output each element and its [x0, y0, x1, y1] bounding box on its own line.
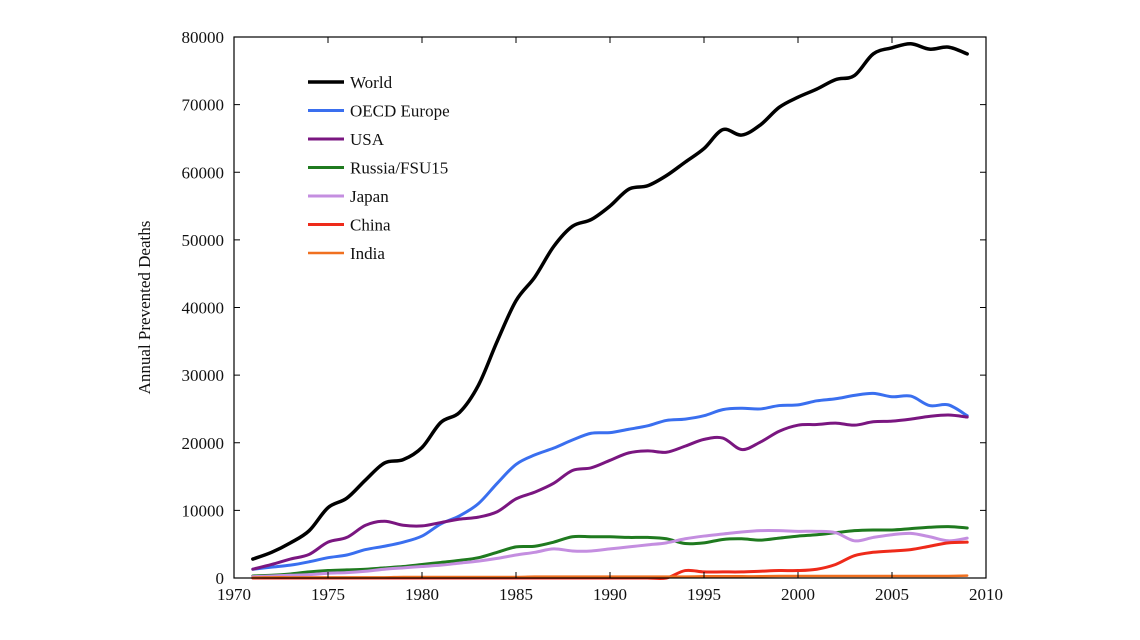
series-layer: [251, 42, 969, 581]
legend-label-russia-fsu15: Russia/FSU15: [350, 159, 448, 178]
x-tick-label: 2005: [875, 585, 909, 604]
y-tick-label: 60000: [182, 163, 225, 182]
legend-label-world: World: [350, 73, 393, 92]
y-tick-label: 0: [216, 569, 225, 588]
legend-label-oecd-europe: OECD Europe: [350, 102, 450, 121]
series-line-world: [251, 42, 969, 561]
series-line-japan: [251, 529, 969, 579]
x-tick-label: 1995: [687, 585, 721, 604]
series-line-russia-fsu15: [251, 525, 969, 578]
ticks-layer: 1970 1975 1980 1985 1990 1995 2000 2005 2010 0 100…: [182, 28, 1004, 604]
x-tick-label: 1975: [311, 585, 345, 604]
y-tick-label: 10000: [182, 501, 225, 520]
series-line-usa: [251, 413, 969, 571]
y-tick-label: 50000: [182, 231, 225, 250]
legend-label-india: India: [350, 244, 385, 263]
x-tick-label: 1980: [405, 585, 439, 604]
y-axis-label: Annual Prevented Deaths: [135, 221, 154, 395]
x-tick-label: 2000: [781, 585, 815, 604]
y-tick-label: 30000: [182, 366, 225, 385]
legend-label-japan: Japan: [350, 187, 389, 206]
legend: World OECD Europe USA Russia/FSU15 Japan Chin…: [308, 73, 450, 263]
y-tick-label: 20000: [182, 434, 225, 453]
x-tick-label: 1985: [499, 585, 533, 604]
y-tick-label: 80000: [182, 28, 225, 47]
legend-label-china: China: [350, 216, 391, 235]
series-line-oecd-europe: [251, 391, 969, 571]
y-tick-label: 40000: [182, 299, 225, 318]
x-tick-label: 1990: [593, 585, 627, 604]
legend-label-usa: USA: [350, 130, 385, 149]
x-tick-label: 1970: [217, 585, 251, 604]
y-tick-label: 70000: [182, 96, 225, 115]
x-tick-label: 2010: [969, 585, 1003, 604]
